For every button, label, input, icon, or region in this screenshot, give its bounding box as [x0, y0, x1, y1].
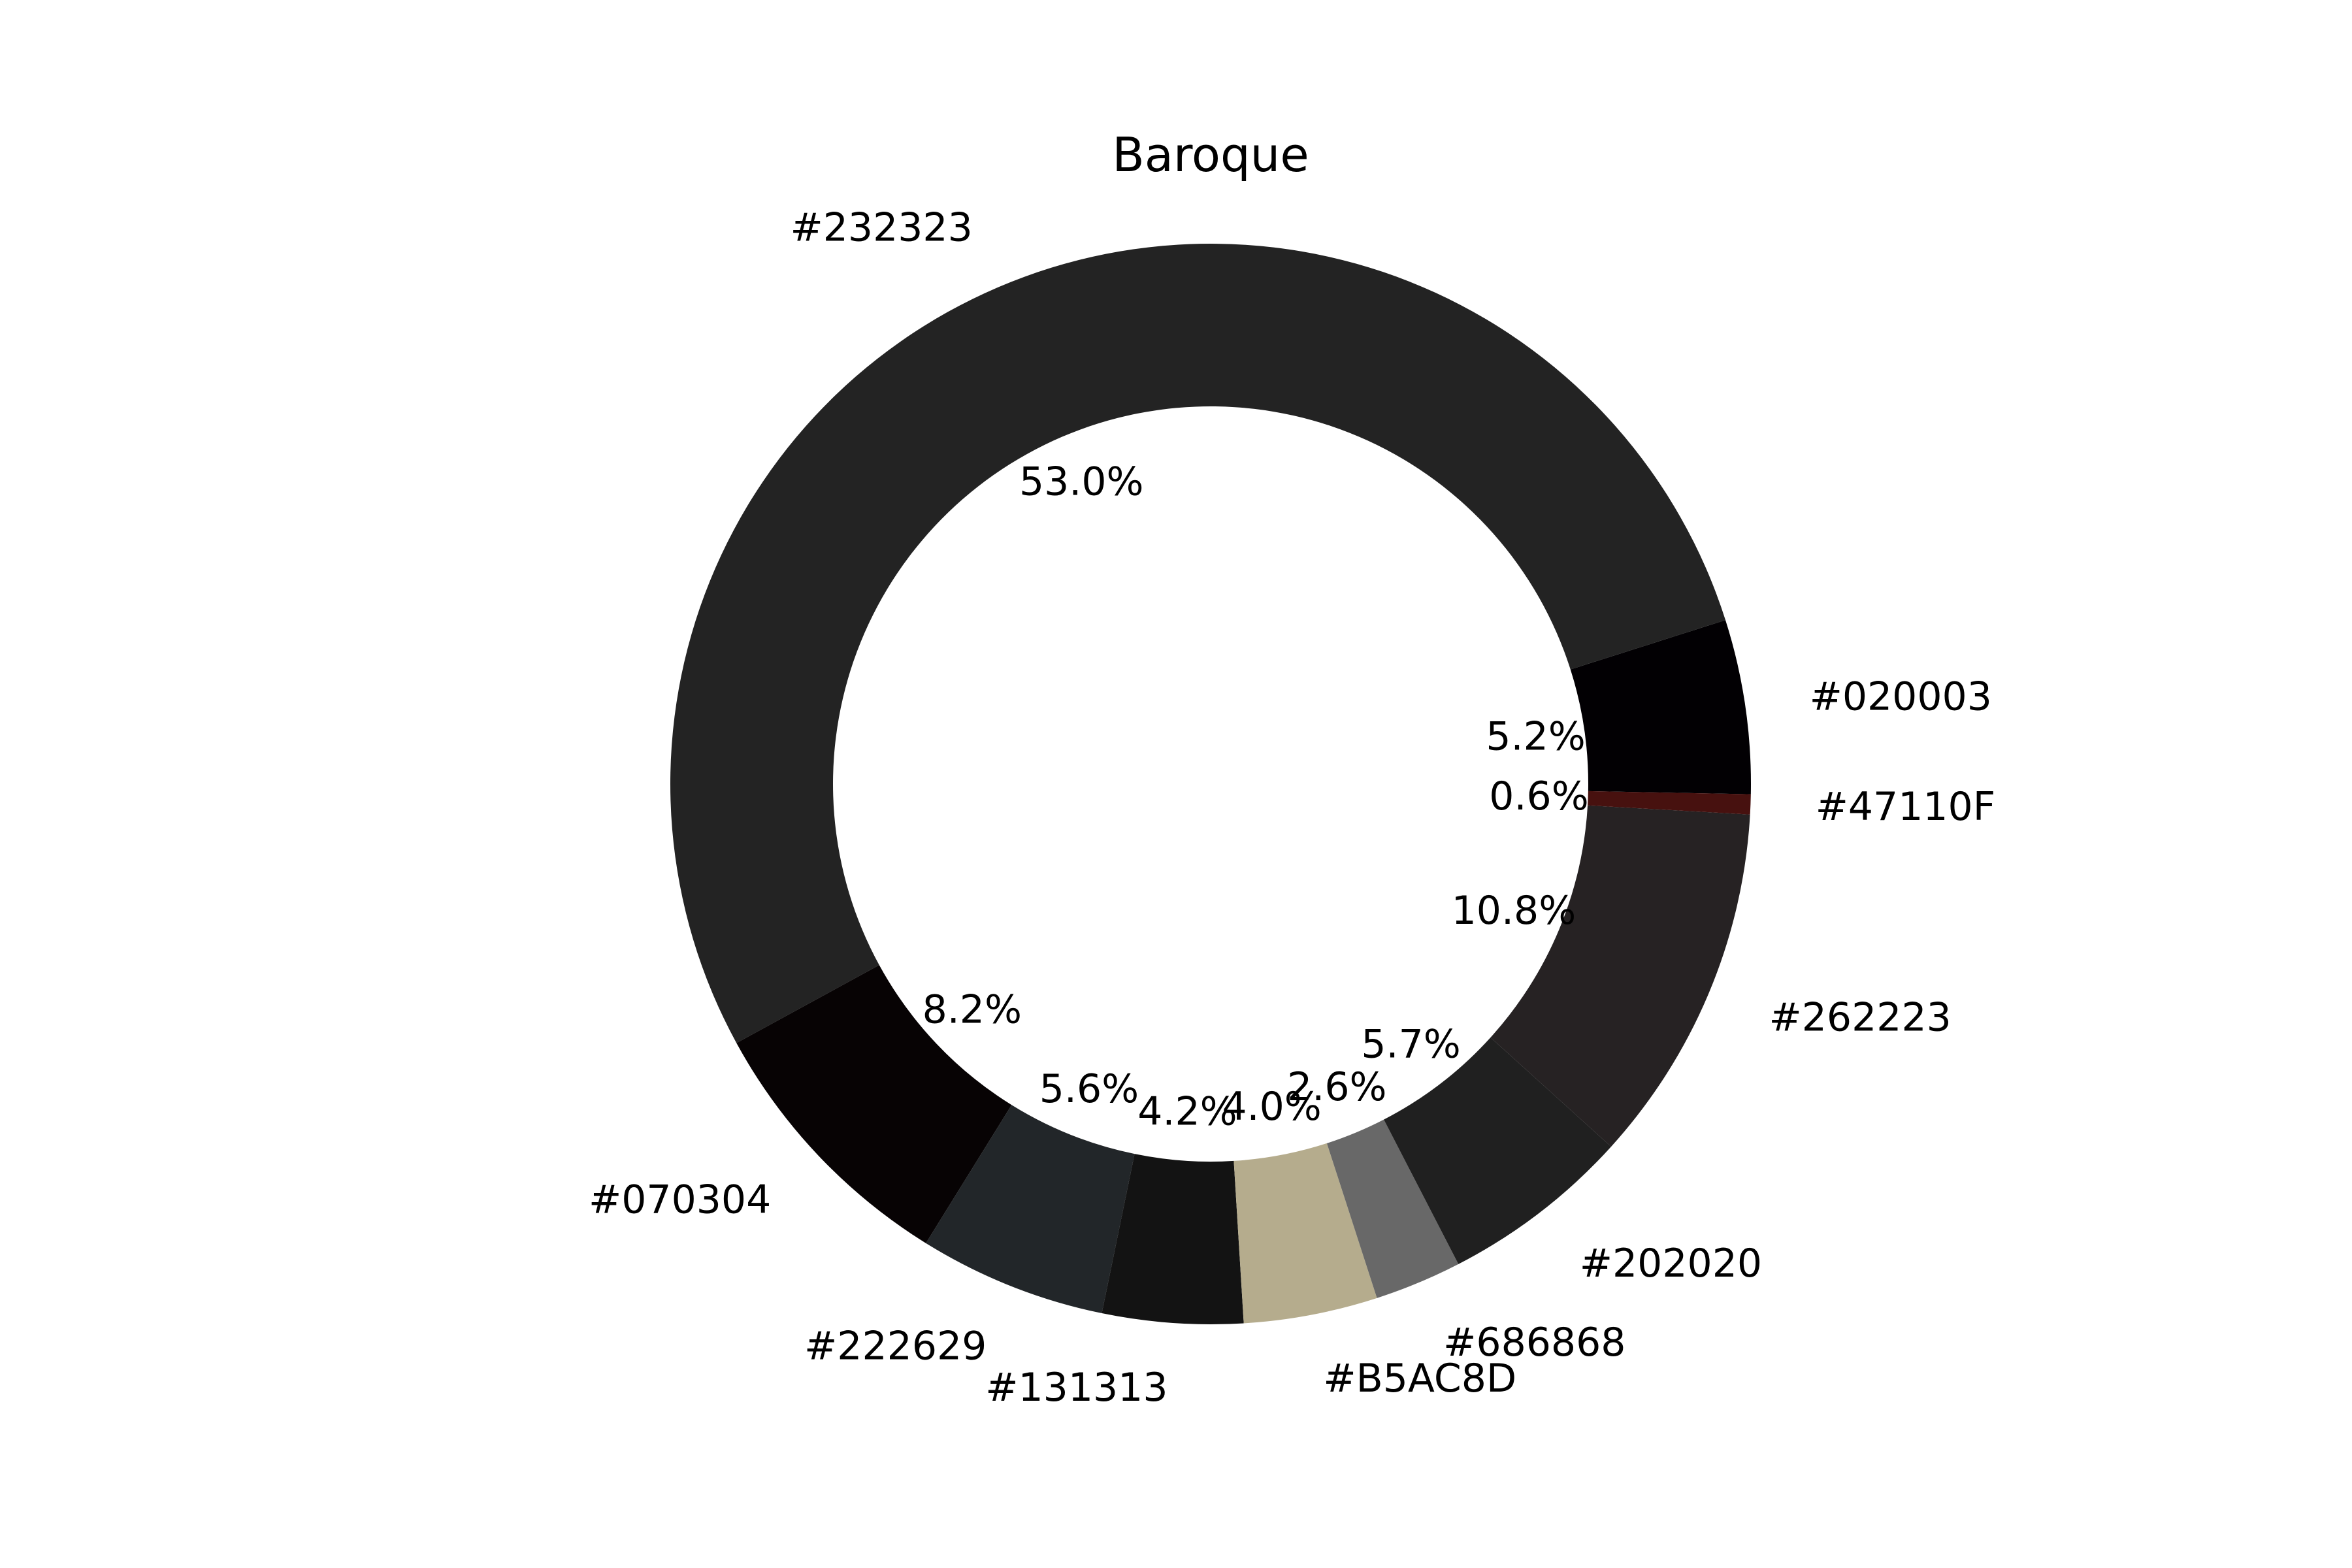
pct-label-47110f: 0.6% — [1489, 774, 1588, 819]
slice-131313 — [1102, 1154, 1244, 1324]
slice-label-232323: #232323 — [790, 204, 972, 250]
pct-label-262223: 10.8% — [1452, 888, 1576, 934]
slice-label-b5ac8d: #B5AC8D — [1323, 1356, 1516, 1401]
slice-686868 — [1326, 1119, 1459, 1298]
slice-label-686868: #686868 — [1443, 1320, 1625, 1365]
pct-label-686868: 2.6% — [1287, 1064, 1386, 1110]
pct-label-b5ac8d: 4.0% — [1222, 1084, 1321, 1130]
slice-262223 — [1490, 805, 1750, 1147]
pct-label-232323: 53.0% — [1019, 459, 1144, 505]
slice-47110f — [1588, 791, 1751, 815]
slice-232323 — [670, 244, 1726, 1043]
slice-label-131313: #131313 — [985, 1365, 1168, 1411]
slice-b5ac8d — [1233, 1143, 1377, 1324]
chart-title: Baroque — [1112, 127, 1309, 182]
slice-070304 — [736, 965, 1012, 1243]
pct-label-202020: 5.7% — [1361, 1022, 1460, 1068]
slice-label-222629: #222629 — [804, 1324, 987, 1369]
pct-label-131313: 4.2% — [1137, 1089, 1237, 1135]
pct-label-020003: 5.2% — [1486, 714, 1585, 760]
slice-label-070304: #070304 — [589, 1177, 771, 1223]
slice-label-47110f: #47110F — [1816, 784, 1996, 830]
slice-label-262223: #262223 — [1769, 994, 1951, 1040]
slice-label-020003: #020003 — [1810, 674, 1992, 719]
slice-202020 — [1384, 1037, 1612, 1264]
slice-label-202020: #202020 — [1580, 1241, 1762, 1286]
slices-layer — [670, 244, 1751, 1324]
slice-020003 — [1570, 620, 1751, 794]
pct-label-222629: 5.6% — [1039, 1066, 1139, 1112]
pct-label-070304: 8.2% — [923, 987, 1022, 1033]
labels-layer: #020003 5.2% #232323 53.0% #070304 8.2% #22262… — [589, 204, 1995, 1411]
slice-222629 — [926, 1105, 1135, 1314]
